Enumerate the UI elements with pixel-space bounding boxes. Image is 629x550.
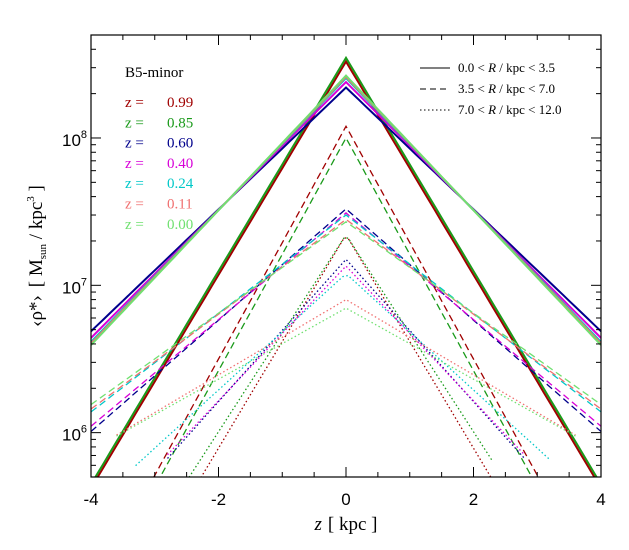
profile-dashed-z0.60 [91, 208, 601, 432]
profile-dotted-z0.60 [167, 258, 525, 459]
profile-dotted-z0.11 [116, 298, 576, 436]
profile-curves [91, 55, 601, 477]
redshift-legend: z = 0.99 z = 0.85 z = 0.60 z = 0.40 z = 0.24 z = 0.… [125, 95, 194, 233]
y-tick-label: 106 [62, 424, 87, 445]
x-tick-labels: -4 -2 0 2 4 [83, 490, 605, 509]
profile-solid-z0.00 [91, 74, 601, 346]
profile-dashed-z0.40 [91, 212, 601, 427]
profile-dashed-z0.11 [91, 218, 601, 410]
x-tick-label: -4 [83, 490, 98, 509]
profile-dotted-z0.24 [135, 274, 551, 467]
radius-legend-label: 3.5 < R / kpc < 7.0 [458, 81, 555, 96]
profile-dashed-z0.24 [91, 214, 601, 413]
y-tick-labels: 106 107 108 [62, 129, 87, 445]
y-tick-label: 107 [62, 276, 87, 297]
radius-legend-label: 7.0 < R / kpc < 12.0 [458, 102, 562, 117]
x-tick-label: 2 [469, 490, 478, 509]
profile-dashed-z0.85 [159, 136, 533, 477]
profile-dotted-z0.40 [167, 265, 525, 456]
redshift-legend-entry: z = 0.00 [125, 217, 193, 233]
profile-dotted-z0.99 [200, 237, 492, 477]
x-tick-label: 0 [341, 490, 350, 509]
redshift-legend-entry: z = 0.60 [125, 136, 193, 152]
panel-label: B5-minor [125, 65, 183, 81]
y-tick-label: 108 [62, 129, 87, 150]
radius-legend: 0.0 < R / kpc < 3.5 3.5 < R / kpc < 7.0 7.… [420, 60, 562, 117]
x-tick-label: 4 [596, 490, 605, 509]
redshift-legend-entry: z = 0.40 [125, 156, 193, 172]
y-axis-label: ‹ρ*›[ Msun / kpc3 ] [25, 185, 49, 327]
redshift-legend-entry: z = 0.85 [125, 115, 193, 131]
x-axis-label: z[ kpc ] [314, 514, 378, 535]
axis-ticks [90, 34, 602, 478]
profile-dashed-z0.00 [91, 221, 601, 406]
profile-solid-z0.85 [94, 55, 598, 477]
redshift-legend-entry: z = 0.24 [125, 176, 194, 192]
profile-dashed-z0.99 [153, 124, 539, 477]
redshift-legend-entry: z = 0.11 [125, 197, 193, 213]
radius-legend-label: 0.0 < R / kpc < 3.5 [458, 60, 555, 75]
profile-solid-z0.60 [91, 86, 601, 333]
redshift-legend-entry: z = 0.99 [125, 95, 193, 111]
x-tick-label: -2 [211, 490, 226, 509]
